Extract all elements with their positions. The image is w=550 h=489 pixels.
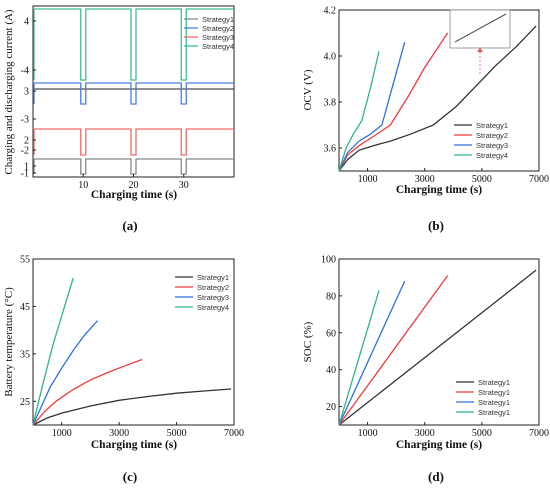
b-ytick-label-4: 4.2 [324, 6, 337, 17]
d-xtick-label-2: 3000 [415, 428, 435, 439]
a-xtick-label-2: 20 [129, 180, 139, 191]
b-series-line-4 [338, 51, 380, 172]
d-series-line-1 [338, 269, 537, 426]
b-series-line-3 [338, 42, 406, 172]
d-legend-label-4: Strategy1 [478, 408, 510, 417]
c-xtick-label-2: 3000 [109, 428, 129, 439]
a-ytick-lower-label-1: -4 [21, 66, 29, 77]
b-xtick-label-1: 1000 [358, 174, 378, 185]
c-ytick-label-3: 45 [20, 302, 30, 313]
panel-d-xlabel: Charging time (s) [396, 439, 482, 451]
a-series-line-2 [33, 82, 234, 105]
panel-d-label: (d) [428, 469, 444, 484]
b-series-line-1 [338, 25, 537, 172]
panel-c: 1000 3000 5000 7000 25 35 45 55 Battery tempera… [3, 255, 244, 485]
c-series-line-4 [32, 277, 74, 426]
b-ytick-label-3: 4.0 [324, 52, 337, 63]
a-series-line-3 [33, 128, 234, 156]
c-legend-label-4: Strategy4 [197, 303, 229, 312]
panel-a-xlabel: Charging time (s) [91, 189, 177, 201]
d-ytick-label-5: 100 [321, 255, 336, 266]
panel-a-ylabel: Charging and discharging current (A) [3, 9, 15, 174]
panel-c-xlabel: Charging time (s) [91, 439, 177, 451]
d-ytick-label-1: 20 [326, 402, 336, 413]
c-ytick-label-4: 55 [20, 255, 30, 266]
d-legend-label-2: Strategy1 [478, 388, 510, 397]
a-xtick-label-1: 10 [78, 180, 88, 191]
panel-b-label: (b) [428, 218, 444, 233]
d-ytick-label-2: 40 [326, 365, 336, 376]
c-ytick-label-1: 25 [20, 397, 30, 408]
c-series-line-1 [32, 388, 232, 426]
d-xtick-label-1: 1000 [358, 428, 378, 439]
d-legend-label-3: Strategy1 [478, 398, 510, 407]
inset-zoom-line [454, 13, 507, 43]
panel-a-label: (a) [122, 218, 137, 233]
a-legend-label-1: Strategy1 [202, 15, 234, 24]
b-ytick-label-1: 3.6 [324, 144, 337, 155]
a-ytick-lower-label-2: -3 [21, 115, 29, 126]
c-legend-label-3: Strategy3 [197, 293, 229, 302]
b-series-line-2 [338, 32, 449, 172]
a-ytick-upper-label-1: 4 [24, 17, 29, 28]
c-xtick-label-4: 7000 [224, 428, 244, 439]
d-legend-label-1: Strategy1 [478, 378, 510, 387]
panel-d: 1000 3000 5000 7000 20 40 60 80 100 SOC (%) Char… [302, 255, 549, 485]
panel-c-axes [32, 258, 235, 426]
b-legend-label-3: Strategy3 [476, 141, 508, 150]
b-legend-label-1: Strategy1 [476, 121, 508, 130]
a-series-line-4 [33, 8, 234, 81]
panel-b-xlabel: Charging time (s) [396, 184, 482, 196]
panel-d-axes [338, 258, 540, 426]
d-ytick-label-3: 60 [326, 328, 336, 339]
a-series-line-1 [33, 158, 234, 175]
panel-c-label: (c) [123, 469, 137, 484]
b-xtick-label-3: 5000 [472, 174, 492, 185]
panel-b-axes [338, 9, 540, 172]
a-legend-label-4: Strategy4 [202, 42, 234, 51]
a-ytick-upper-label-3: 2 [24, 136, 29, 147]
b-legend-label-4: Strategy4 [476, 151, 508, 160]
a-legend-label-3: Strategy3 [202, 33, 234, 42]
b-ytick-label-2: 3.8 [324, 98, 337, 109]
d-series-line-3 [338, 280, 406, 426]
a-ytick-upper-label-2: 3 [24, 87, 29, 98]
c-legend-label-2: Strategy2 [197, 283, 229, 292]
panel-c-ylabel: Battery temperature (°C) [3, 287, 15, 397]
c-xtick-label-1: 1000 [52, 428, 72, 439]
d-ytick-label-4: 80 [326, 291, 336, 302]
c-series-line-2 [32, 358, 143, 426]
panel-b-ylabel: OCV (V) [302, 69, 314, 110]
d-series-line-4 [338, 290, 380, 426]
a-ytick-lower-label-4: -1 [21, 169, 29, 180]
a-ytick-upper-label-4: 1 [24, 162, 29, 173]
a-xtick-label-3: 30 [179, 180, 189, 191]
c-legend-label-1: Strategy1 [197, 273, 229, 282]
c-xtick-label-3: 5000 [167, 428, 187, 439]
d-xtick-label-3: 5000 [472, 428, 492, 439]
b-xtick-label-4: 7000 [529, 174, 549, 185]
b-legend-label-2: Strategy2 [476, 131, 508, 140]
inset-pointer-arrow [477, 47, 483, 52]
b-xtick-label-2: 3000 [415, 174, 435, 185]
panel-a: 10 20 30 4 3 2 1 -4 -3 -2 -1 Charging and discharg… [3, 5, 235, 233]
panel-b: 1000 3000 5000 7000 3.6 3.8 4.0 4.2 OCV (V) Cha… [302, 6, 549, 234]
c-ytick-label-2: 35 [20, 349, 30, 360]
d-xtick-label-4: 7000 [529, 428, 549, 439]
inset-zoom-box [449, 9, 511, 49]
d-series-line-2 [338, 275, 449, 426]
c-series-line-3 [32, 320, 99, 426]
a-legend-label-2: Strategy2 [202, 24, 234, 33]
panel-d-ylabel: SOC (%) [302, 321, 314, 362]
a-ytick-lower-label-3: -2 [21, 146, 29, 157]
